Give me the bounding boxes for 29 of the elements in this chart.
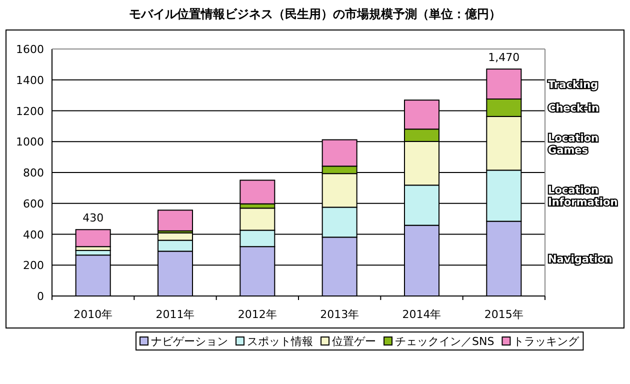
legend-label: スポット情報 — [247, 335, 313, 348]
legend-label: トラッキング — [513, 335, 580, 348]
total-label: 430 — [82, 212, 104, 225]
y-tick-label: 200 — [23, 259, 44, 272]
bar — [157, 210, 194, 232]
y-tick-label: 1600 — [16, 43, 44, 56]
y-tick-label: 0 — [37, 290, 44, 303]
x-tick-label: 2010年 — [74, 308, 113, 321]
y-tick-label: 400 — [23, 228, 44, 242]
x-tick-label: 2014年 — [402, 308, 442, 321]
legend-label: 位置ゲー — [332, 335, 376, 348]
text: Tracking — [548, 79, 598, 92]
y-tick-label: 1200 — [16, 104, 44, 118]
total-label: 1,470 — [488, 51, 520, 64]
x-tick-label: 2013年 — [320, 308, 360, 321]
legend-label: ナビゲーション — [151, 335, 228, 348]
x-tick-label: 2015年 — [484, 308, 524, 321]
text: Location Games — [548, 132, 599, 156]
y-tick-label: 1400 — [16, 74, 44, 87]
text: Navigation — [548, 254, 612, 266]
y-tick-label: 800 — [23, 166, 44, 180]
text: Check-in — [548, 102, 599, 115]
chart-title: モバイル位置情報ビジネス（民生用）の市場規模予測（単位：億円） — [129, 7, 501, 21]
text: Location Information — [548, 184, 618, 209]
y-tick-label: 1000 — [16, 136, 44, 149]
x-tick-label: 2011年 — [156, 308, 195, 321]
legend-label: チェックイン／SNS — [395, 335, 494, 348]
y-tick-label: 600 — [23, 197, 44, 210]
x-tick-label: 2012年 — [238, 308, 277, 321]
